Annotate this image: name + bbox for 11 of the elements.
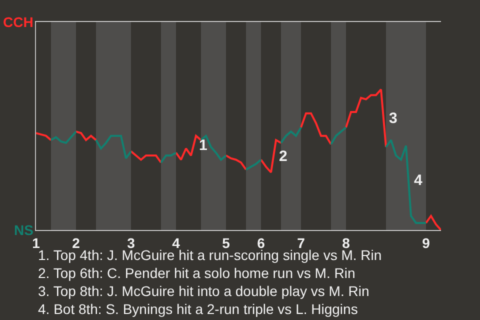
- text: 4. Bot 8th: S. Bynings hit a 2-run triple vs L. Higgins: [38, 301, 358, 317]
- x-tick-label: 9: [422, 234, 430, 251]
- annotation: 2: [279, 148, 288, 165]
- text: 2. Top 6th: C. Pender hit a solo home run vs M. Rin: [38, 265, 356, 281]
- annotation: 1: [199, 137, 208, 154]
- annotation: 3: [389, 110, 398, 127]
- text: CCH: [3, 14, 34, 30]
- annotation: 4: [414, 172, 423, 189]
- text: 3. Top 8th: J. McGuire hit into a double play vs M. Rin: [38, 283, 370, 299]
- text: NS: [14, 222, 34, 238]
- x-tick-label: 1: [32, 234, 40, 251]
